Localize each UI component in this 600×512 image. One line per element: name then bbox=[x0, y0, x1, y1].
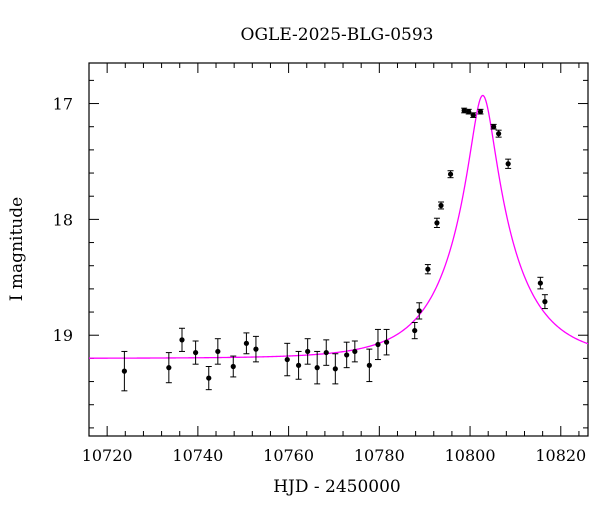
data-marker bbox=[166, 365, 172, 371]
data-point bbox=[192, 340, 199, 365]
data-point bbox=[495, 129, 502, 138]
data-point bbox=[537, 276, 544, 290]
data-marker bbox=[383, 339, 390, 345]
data-point bbox=[343, 341, 350, 369]
data-point bbox=[284, 342, 291, 377]
data-marker bbox=[305, 348, 311, 355]
data-marker bbox=[425, 266, 431, 272]
data-point bbox=[165, 352, 172, 384]
data-marker bbox=[477, 109, 484, 115]
data-point bbox=[243, 332, 250, 355]
data-point bbox=[314, 350, 321, 385]
data-marker bbox=[230, 363, 236, 370]
data-marker bbox=[206, 375, 212, 381]
data-marker bbox=[284, 356, 290, 363]
data-marker bbox=[542, 299, 548, 305]
data-point bbox=[332, 353, 339, 385]
data-marker bbox=[438, 202, 444, 209]
y-tick-label: 19 bbox=[53, 326, 73, 345]
data-point bbox=[295, 350, 302, 380]
data-point bbox=[121, 350, 128, 392]
data-points bbox=[121, 107, 548, 392]
data-marker bbox=[314, 365, 320, 371]
data-point bbox=[230, 355, 237, 378]
data-marker bbox=[505, 161, 511, 167]
data-marker bbox=[193, 349, 199, 356]
data-point bbox=[433, 217, 440, 228]
x-tick-label: 10760 bbox=[263, 446, 314, 465]
data-marker bbox=[253, 346, 259, 352]
data-point bbox=[438, 201, 445, 210]
data-point bbox=[214, 338, 221, 365]
data-marker bbox=[352, 348, 358, 355]
data-marker bbox=[179, 337, 185, 343]
y-tick-label: 18 bbox=[53, 210, 73, 229]
x-tick-label: 10720 bbox=[82, 446, 133, 465]
data-marker bbox=[215, 348, 221, 355]
y-axis: 17 18 19 bbox=[53, 79, 588, 429]
data-marker bbox=[332, 366, 338, 372]
data-marker bbox=[416, 308, 422, 314]
data-marker bbox=[470, 112, 476, 118]
data-marker bbox=[412, 327, 418, 334]
data-point bbox=[205, 365, 212, 391]
data-marker bbox=[375, 341, 381, 348]
data-point bbox=[470, 112, 477, 118]
data-marker bbox=[447, 171, 454, 177]
data-point bbox=[465, 108, 472, 115]
x-tick-label: 10820 bbox=[535, 446, 586, 465]
data-point bbox=[374, 328, 381, 361]
data-marker bbox=[461, 107, 467, 114]
data-point bbox=[541, 294, 548, 310]
x-tick-label: 10800 bbox=[445, 446, 496, 465]
data-point bbox=[416, 302, 423, 320]
x-axis-label: HJD - 2450000 bbox=[273, 477, 401, 497]
y-axis-label: I magnitude bbox=[7, 197, 27, 301]
data-point bbox=[178, 327, 185, 352]
data-point bbox=[383, 328, 390, 356]
data-marker bbox=[243, 340, 250, 346]
data-marker bbox=[344, 352, 350, 358]
data-point bbox=[304, 338, 311, 365]
plot-frame bbox=[88, 62, 589, 437]
data-point bbox=[366, 348, 373, 383]
data-marker bbox=[537, 280, 543, 286]
data-point bbox=[505, 158, 512, 169]
data-marker bbox=[366, 362, 372, 368]
data-marker bbox=[121, 368, 127, 374]
data-marker bbox=[295, 362, 302, 368]
data-marker bbox=[496, 131, 502, 137]
data-point bbox=[424, 264, 431, 275]
data-point bbox=[252, 335, 259, 363]
data-point bbox=[411, 321, 418, 340]
data-point bbox=[490, 123, 497, 130]
data-point bbox=[461, 107, 468, 114]
y-tick-label: 17 bbox=[53, 95, 73, 114]
x-tick-label: 10740 bbox=[172, 446, 223, 465]
x-tick-label: 10780 bbox=[354, 446, 405, 465]
data-point bbox=[477, 108, 484, 115]
model-curve bbox=[89, 94, 589, 359]
data-point bbox=[351, 340, 358, 363]
data-marker bbox=[323, 349, 329, 356]
data-marker bbox=[466, 109, 472, 115]
chart-title: OGLE-2025-BLG-0593 bbox=[241, 25, 434, 45]
plot-area bbox=[88, 62, 589, 437]
data-point bbox=[447, 170, 454, 179]
x-axis: 10720 10740 10760 10780 10800 10820 bbox=[82, 63, 586, 465]
data-point bbox=[323, 339, 330, 366]
data-marker bbox=[491, 124, 497, 130]
data-marker bbox=[434, 220, 440, 226]
